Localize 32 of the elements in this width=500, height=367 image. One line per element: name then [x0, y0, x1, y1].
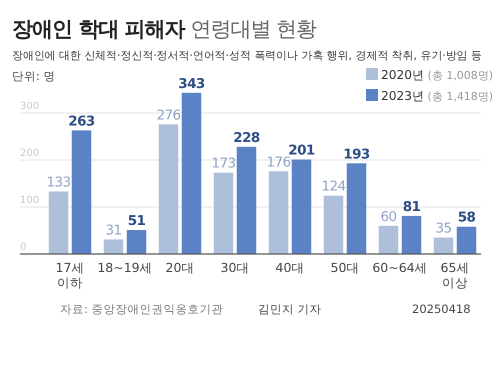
x-tick-label: 65세 이상	[440, 260, 470, 290]
data-label: 58	[458, 210, 476, 226]
data-label: 193	[343, 146, 370, 162]
x-tick-label: 60~64세	[372, 260, 428, 275]
x-tick-label: 30대	[220, 260, 250, 275]
chart-title: 장애인 학대 피해자 연령대별 현황	[12, 17, 317, 41]
text: 김민지 기자	[258, 302, 322, 316]
legend-label: 2020년 (총 1,008명)	[381, 68, 494, 82]
data-label: 133	[46, 174, 70, 190]
x-tick-label: 17세 이하	[56, 260, 84, 290]
data-label: 51	[128, 213, 146, 230]
data-label: 173	[212, 156, 236, 172]
data-label: 81	[402, 198, 420, 215]
data-label: 201	[288, 142, 315, 159]
data-label: 60	[380, 208, 396, 225]
x-tick-label: 50대	[330, 260, 360, 275]
data-label: 31	[106, 222, 122, 238]
data-label: 263	[68, 113, 95, 130]
x-tick-label: 18~19세	[97, 260, 153, 275]
x-tick-label: 20대	[166, 260, 194, 275]
legend-label: 2023년 (총 1,418명)	[381, 89, 494, 103]
data-label: 124	[322, 178, 346, 195]
data-label: 176	[266, 154, 290, 170]
chart-subtitle: 장애인에 대한 신체적·정신적·정서적·언어적·성적 폭력이나 가혹 행위, 경제적 착취, 유기·방임 등	[12, 49, 487, 62]
text: 20250418	[412, 302, 471, 316]
x-tick-label: 40대	[276, 260, 304, 275]
data-label: 276	[156, 107, 180, 124]
data-label: 343	[178, 76, 205, 92]
text: 자료: 중앙장애인권익옹호기관	[60, 302, 224, 316]
data-label: 228	[233, 130, 260, 146]
text: 단위: 명	[12, 69, 56, 83]
data-label: 35	[436, 220, 452, 237]
